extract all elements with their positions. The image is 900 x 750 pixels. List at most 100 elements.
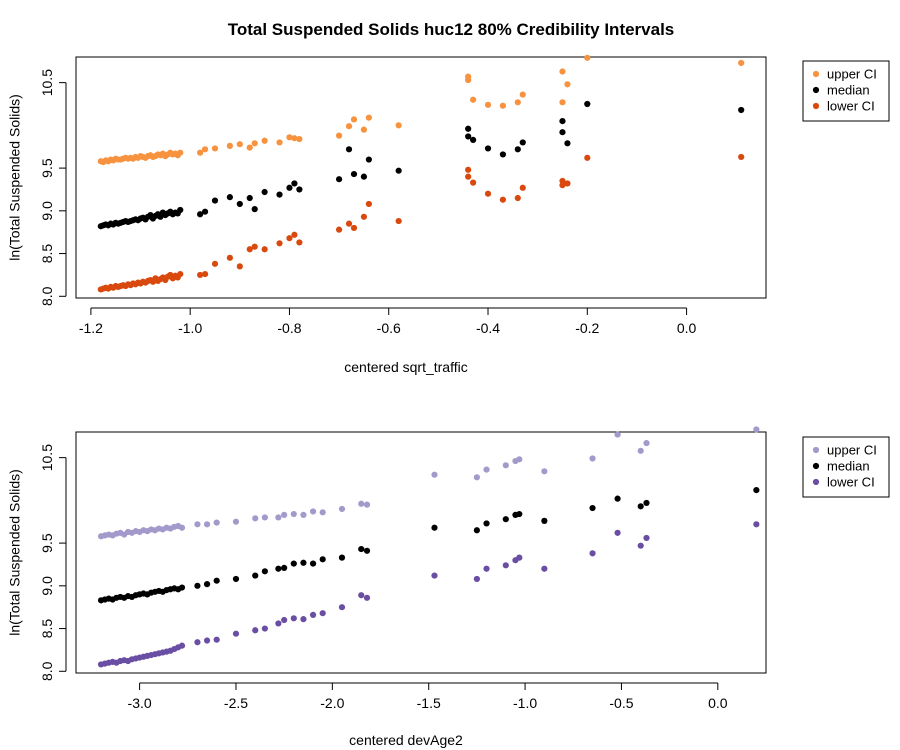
y-tick-label: 9.0 <box>39 576 55 596</box>
data-point-median <box>470 136 477 143</box>
data-point-lower <box>261 625 268 632</box>
x-tick-label: -1.0 <box>513 695 537 711</box>
data-point-upper <box>319 509 326 516</box>
data-point-upper <box>358 500 365 507</box>
data-point-lower <box>281 616 288 624</box>
data-point-lower <box>584 154 591 161</box>
data-point-upper <box>350 116 358 123</box>
data-point-upper <box>738 59 745 67</box>
figure-title: Total Suspended Solids huc12 80% Credibi… <box>228 20 675 39</box>
data-point-lower <box>252 627 259 634</box>
data-point-median <box>589 504 596 512</box>
data-point-upper <box>753 426 760 433</box>
data-point-upper <box>251 140 258 147</box>
data-point-median <box>345 146 353 153</box>
data-point-upper <box>232 518 240 525</box>
data-point-lower <box>276 240 283 247</box>
data-point-upper <box>470 96 477 103</box>
data-point-median <box>211 197 219 204</box>
legend-label-median: median <box>827 83 870 98</box>
data-point-lower <box>465 173 472 180</box>
data-point-upper <box>300 511 307 518</box>
data-point-lower <box>473 575 480 583</box>
data-point-upper <box>360 126 368 133</box>
data-point-upper <box>211 145 219 152</box>
data-point-lower <box>291 231 298 238</box>
data-point-median <box>738 106 745 114</box>
data-point-median <box>286 184 293 191</box>
legend-box <box>802 436 890 498</box>
y-tick-label: 10.5 <box>39 69 55 96</box>
data-point-median <box>584 100 591 108</box>
data-point-upper <box>559 68 566 75</box>
x-axis: -3.0 -2.5 -2.0 -1.5 -1.0 -0.5 0.0 <box>128 682 728 711</box>
data-point-lower <box>203 637 211 644</box>
data-point-lower <box>559 177 566 185</box>
data-point-lower <box>365 200 372 208</box>
legend-label-lower: lower CI <box>827 99 875 114</box>
data-point-upper <box>197 149 204 156</box>
data-point-median <box>519 139 526 146</box>
data-point-upper <box>431 471 438 478</box>
data-point-median <box>338 554 346 561</box>
data-point-lower <box>194 639 201 646</box>
data-point-lower <box>519 184 526 191</box>
data-point-upper <box>252 515 259 522</box>
data-point-median <box>559 129 566 136</box>
data-point-median <box>559 117 566 125</box>
x-tick-label: 0.0 <box>708 695 728 711</box>
data-point-lower <box>211 260 219 267</box>
data-point-median <box>201 208 209 215</box>
data-point-lower <box>516 554 523 561</box>
data-point-median <box>499 151 507 158</box>
data-point-median <box>564 140 571 147</box>
data-point-lower <box>236 263 243 270</box>
data-point-median <box>431 524 438 531</box>
legend-label-upper: upper CI <box>827 67 877 82</box>
data-point-median <box>261 188 268 196</box>
data-point-median <box>350 170 358 178</box>
data-point-upper <box>194 521 201 528</box>
data-point-median <box>276 191 283 198</box>
data-point-upper <box>363 501 371 508</box>
data-point-upper <box>246 144 253 151</box>
chart-panel-1: -1.2 -1.0 -0.8 -0.6 -0.4 -0.2 0.0 8.0 8.5 9.0 9.5 1… <box>7 54 890 375</box>
data-point-upper <box>584 54 591 61</box>
data-point-median <box>226 194 233 201</box>
y-tick-label: 8.0 <box>39 661 55 681</box>
y-tick-label: 8.5 <box>39 619 55 639</box>
data-point-median <box>753 487 760 494</box>
data-point-upper <box>296 135 303 143</box>
x-tick-label: -0.4 <box>476 320 500 336</box>
data-point-median <box>643 499 650 507</box>
data-point-lower <box>261 246 268 253</box>
data-point-median <box>358 545 365 553</box>
data-point-median <box>178 584 186 591</box>
data-point-upper <box>516 456 523 463</box>
y-tick-label: 8.0 <box>39 286 55 306</box>
y-axis: 8.0 8.5 9.0 9.5 10.5 <box>39 444 67 681</box>
data-point-upper <box>201 146 209 153</box>
data-point-lower <box>290 615 297 622</box>
data-point-upper <box>465 73 472 80</box>
x-tick-label: -2.5 <box>224 695 248 711</box>
y-tick-label: 8.5 <box>39 244 55 264</box>
data-point-median <box>296 186 303 193</box>
series-median <box>97 100 745 230</box>
data-point-lower <box>637 542 644 549</box>
data-point-median <box>290 560 297 567</box>
data-point-lower <box>213 636 220 643</box>
data-point-lower <box>431 572 438 579</box>
data-point-lower <box>753 521 760 528</box>
data-point-median <box>251 206 258 213</box>
x-tick-label: -1.2 <box>79 320 103 336</box>
data-point-median <box>213 577 220 584</box>
data-point-median <box>465 133 472 140</box>
data-point-median <box>275 565 282 572</box>
legend-marker-median <box>812 86 820 94</box>
data-point-median <box>516 510 523 518</box>
data-point-lower <box>738 153 745 161</box>
data-point-median <box>203 581 211 588</box>
data-point-lower <box>197 271 204 279</box>
